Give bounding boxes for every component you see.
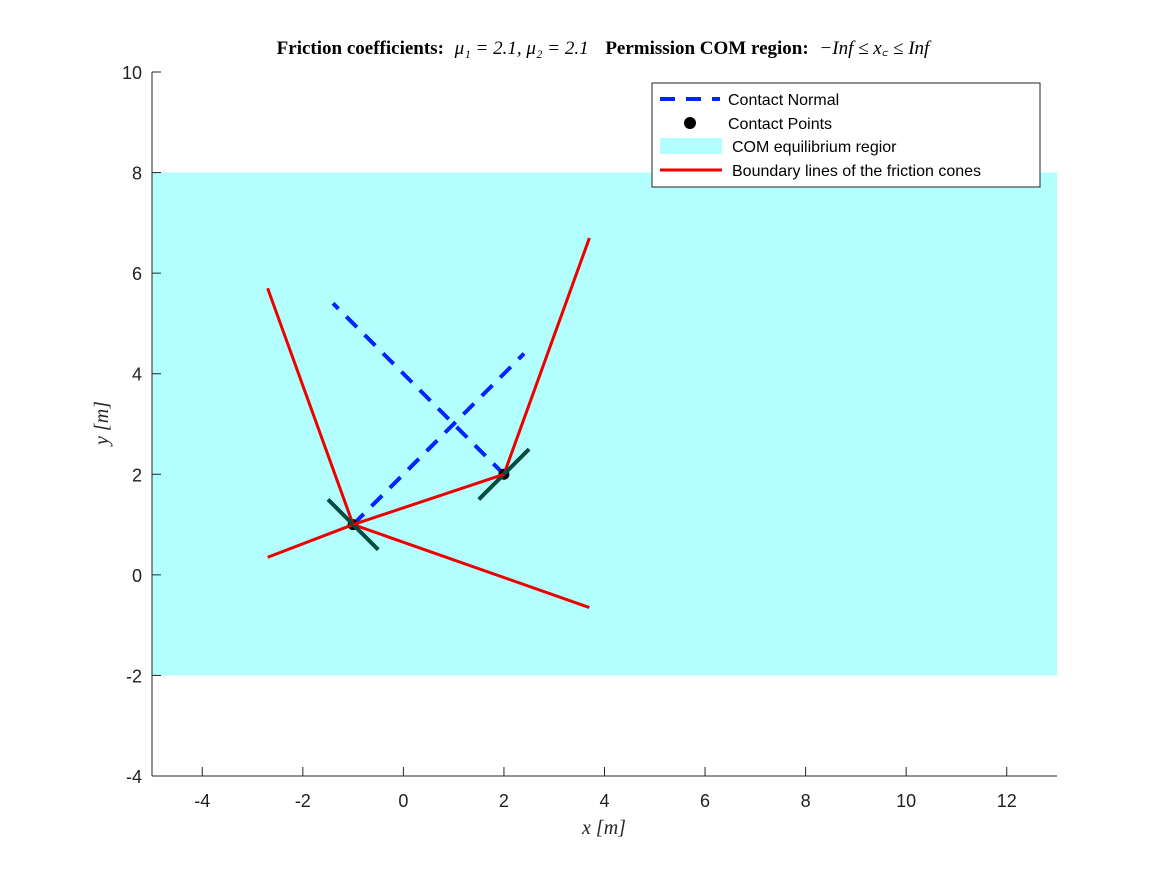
x-tick-label: 0 <box>398 791 408 811</box>
legend-point-symbol <box>684 117 696 129</box>
boundary-lines-of-the-friction-cones-line-2-0 <box>266 287 355 526</box>
x-tick-label: -4 <box>194 791 210 811</box>
boundary-lines-of-the-friction-cones-line-2-1 <box>267 523 354 559</box>
y-tick-label: 4 <box>132 365 142 385</box>
legend-entry-label: Contact Points <box>728 116 832 133</box>
series-layer <box>266 237 591 609</box>
title-bold-1: Friction coefficients: <box>277 38 444 59</box>
contact-normal-line-0-0 <box>351 352 526 526</box>
boundary-lines-of-the-friction-cones-line-2-3 <box>352 523 590 609</box>
y-tick-label: -2 <box>126 666 142 686</box>
x-tick-label: 6 <box>700 791 710 811</box>
legend-region-symbol <box>660 138 722 154</box>
contact-normal-line-0-1 <box>331 301 506 476</box>
chart-title: Friction coefficients: μ₁ = 2.1, μ₂ = 2.… <box>277 38 932 59</box>
x-tick-label: 2 <box>499 791 509 811</box>
y-tick-label: 10 <box>122 63 142 83</box>
y-tick-label: 6 <box>132 264 142 284</box>
y-tick-label: 8 <box>132 164 142 184</box>
legend-entry-label: Contact Normal <box>728 92 839 109</box>
y-tick-label: -4 <box>126 767 142 787</box>
legend-layer: Contact Normal Contact Points COM equilibr… <box>651 82 1041 188</box>
title-math-2: −Inf ≤ x꜀ ≤ Inf <box>819 38 932 59</box>
legend-entry-label: COM equilibrium regior <box>732 139 897 156</box>
x-tick-label: -2 <box>295 791 311 811</box>
legend-entry-label: Boundary lines of the friction cones <box>732 163 981 180</box>
x-tick-label: 12 <box>997 791 1017 811</box>
y-tick-label: 2 <box>132 465 142 485</box>
x-tick-label: 8 <box>801 791 811 811</box>
title-math-1: μ₁ = 2.1, μ₂ = 2.1 <box>454 38 589 59</box>
boundary-lines-of-the-friction-cones-line-2-2 <box>502 237 591 475</box>
x-axis-label: x [m] <box>581 817 626 839</box>
axes-layer: -4 -2 0 2 4 6 8 10 12 -4 -2 0 2 4 6 8 10 <box>122 63 1057 811</box>
y-axis-label: y [m] <box>91 401 113 447</box>
com-region-layer <box>152 172 1057 676</box>
x-tick-label: 4 <box>599 791 609 811</box>
y-tick-label: 0 <box>132 566 142 586</box>
com-region <box>152 172 1057 676</box>
x-tick-label: 10 <box>896 791 916 811</box>
series-line-4-0 <box>352 472 505 526</box>
title-bold-2: Permission COM region: <box>605 38 808 59</box>
